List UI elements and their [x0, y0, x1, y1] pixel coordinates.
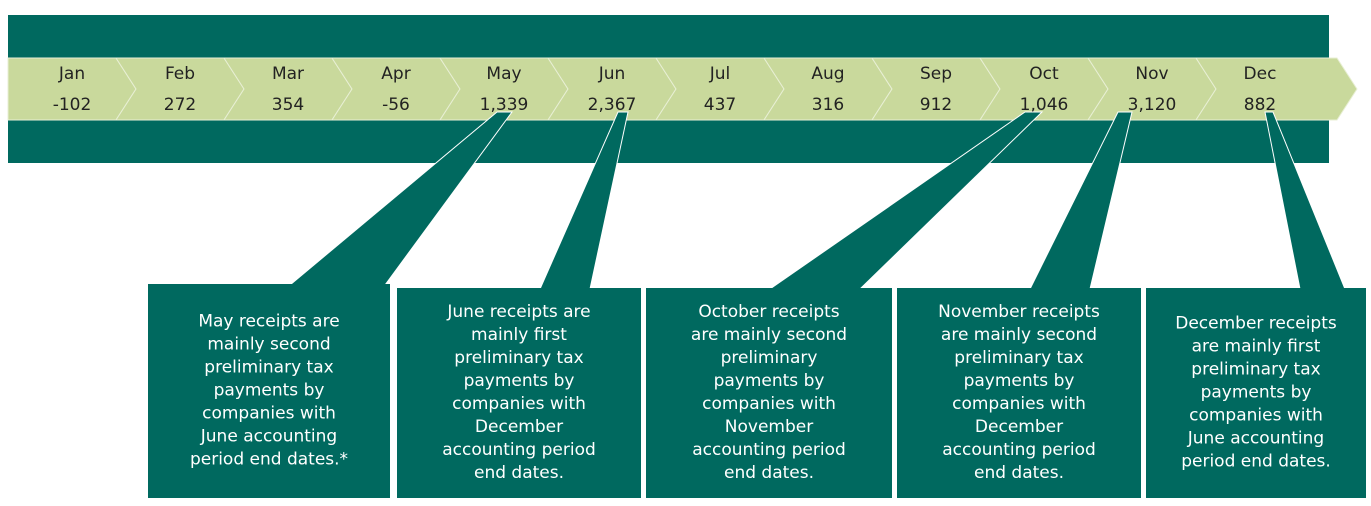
callout-line: are mainly first — [1192, 337, 1321, 357]
month-value: 2,367 — [588, 95, 637, 115]
month-label: Apr — [381, 64, 410, 84]
callout-line: companies with — [1189, 406, 1323, 426]
month-value: 912 — [920, 95, 952, 115]
callout-line: are mainly second — [941, 325, 1097, 345]
callout-line: accounting period — [692, 440, 846, 460]
month-label: Nov — [1135, 64, 1168, 84]
month-label: Mar — [272, 64, 304, 84]
callout-line: preliminary tax — [1191, 360, 1320, 380]
callout-line: preliminary tax — [954, 348, 1083, 368]
month-value: -102 — [53, 95, 92, 115]
callout-line: end dates. — [474, 463, 564, 483]
callout-line: June accounting — [1187, 429, 1324, 449]
callout-box — [646, 288, 892, 498]
month-label: May — [486, 64, 521, 84]
callout-line: November — [725, 417, 813, 437]
callout-line: payments by — [464, 371, 575, 391]
callout-line: accounting period — [442, 440, 596, 460]
month-value: 437 — [704, 95, 736, 115]
callout-line: are mainly second — [691, 325, 847, 345]
month-value: 272 — [164, 95, 196, 115]
month-value: 882 — [1244, 95, 1276, 115]
callout-line: December — [475, 417, 563, 437]
chevron — [1195, 57, 1358, 121]
month-label: Oct — [1029, 64, 1059, 84]
callout-line: payments by — [714, 371, 825, 391]
callout-line: end dates. — [724, 463, 814, 483]
month-label: Jan — [58, 64, 85, 84]
callout-line: payments by — [214, 381, 325, 401]
month-value: 354 — [272, 95, 304, 115]
callout-line: December receipts — [1175, 314, 1337, 334]
callout-box — [1146, 288, 1366, 498]
month-label: Dec — [1244, 64, 1277, 84]
callout-line: companies with — [702, 394, 836, 414]
callout-line: payments by — [964, 371, 1075, 391]
callout-line: preliminary — [721, 348, 818, 368]
month-label: Aug — [811, 64, 844, 84]
callout-box — [148, 284, 390, 498]
month-label: Feb — [165, 64, 195, 84]
callout-line: period end dates. — [1181, 452, 1331, 472]
callout-line: October receipts — [698, 302, 839, 322]
callout-line: period end dates.* — [190, 450, 348, 470]
callout-box — [397, 288, 641, 498]
callout-line: payments by — [1201, 383, 1312, 403]
month-label: Jun — [598, 64, 626, 84]
callout-box — [897, 288, 1141, 498]
callout-line: end dates. — [974, 463, 1064, 483]
month-label: Sep — [920, 64, 952, 84]
callout-line: companies with — [202, 404, 336, 424]
callout-line: companies with — [952, 394, 1086, 414]
callout-line: accounting period — [942, 440, 1096, 460]
month-label: Jul — [709, 64, 731, 84]
month-value: 1,339 — [480, 95, 529, 115]
month-value: 316 — [812, 95, 844, 115]
callout-line: preliminary tax — [454, 348, 583, 368]
month-value: 1,046 — [1020, 95, 1069, 115]
callout-line: May receipts are — [198, 312, 339, 332]
callout-line: preliminary tax — [204, 358, 333, 378]
callout-line: June receipts are — [446, 302, 590, 322]
callout-line: mainly first — [471, 325, 567, 345]
month-value: 3,120 — [1128, 95, 1177, 115]
callout-line: December — [975, 417, 1063, 437]
month-value: -56 — [382, 95, 410, 115]
callout-line: companies with — [452, 394, 586, 414]
callout-line: November receipts — [938, 302, 1100, 322]
callout-line: June accounting — [200, 427, 337, 447]
callout-line: mainly second — [207, 335, 330, 355]
